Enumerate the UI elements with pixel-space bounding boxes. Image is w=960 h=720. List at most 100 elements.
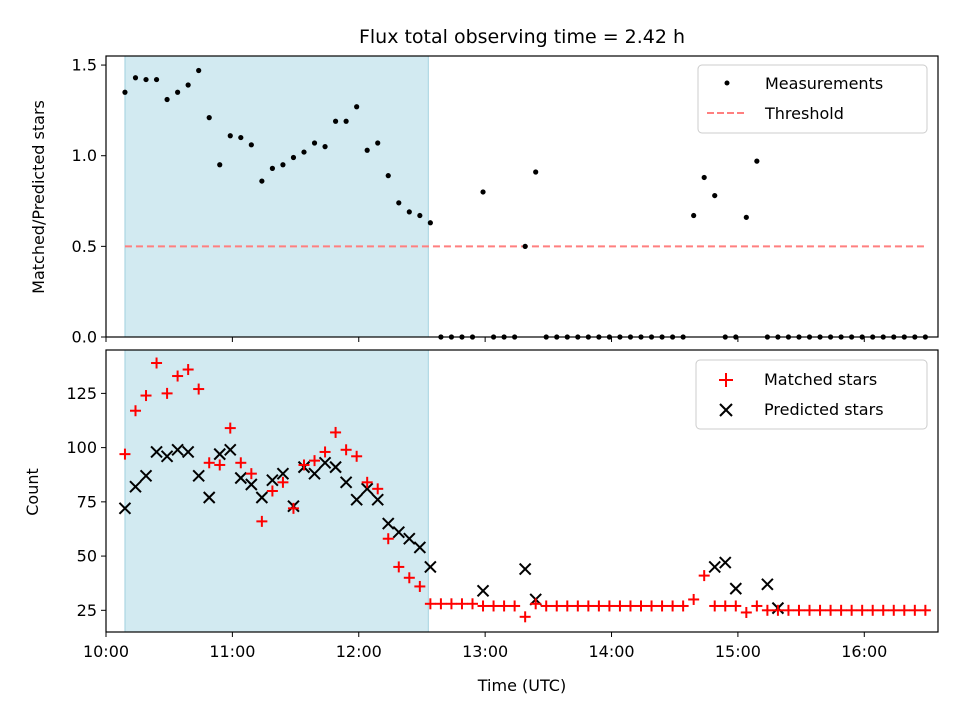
- predicted-star-point: [181, 445, 195, 459]
- legend-predicted-marker: [719, 403, 733, 417]
- bottom-x-tick-label: 13:00: [462, 642, 508, 661]
- top-y-tick-label: 0.0: [72, 328, 97, 347]
- matched-star-point: [403, 572, 415, 584]
- predicted-star-point: [234, 471, 248, 485]
- matched-star-point: [498, 600, 510, 612]
- matched-star-point: [877, 604, 889, 616]
- measurement-point: [417, 212, 423, 219]
- top-y-tick-label: 0.5: [72, 237, 97, 256]
- measurement-point: [743, 214, 749, 220]
- bottom-x-tick-label: 12:00: [336, 642, 382, 661]
- matched-star-point: [140, 390, 152, 402]
- top-y-ticks: 0.0 0.5 1.0 1.5: [72, 56, 106, 347]
- bottom-x-tick-label: 16:00: [841, 642, 887, 661]
- chart-title: Flux total observing time = 2.42 h: [359, 26, 685, 48]
- matched-star-point: [119, 448, 131, 460]
- top-legend-box: [697, 64, 928, 134]
- matched-star-point: [467, 598, 479, 610]
- matched-star-point: [351, 450, 363, 462]
- matched-star-point: [361, 476, 373, 488]
- measurement-point: [332, 118, 339, 124]
- measurement-point: [143, 76, 149, 83]
- measurement-point: [175, 89, 181, 95]
- matched-star-point: [919, 604, 931, 616]
- predicted-star-point: [329, 460, 342, 474]
- predicted-star-point: [360, 482, 374, 496]
- predicted-star-point: [392, 526, 405, 539]
- matched-star-point: [793, 604, 805, 616]
- bottom-x-tick-label: 11:00: [209, 642, 255, 661]
- matched-star-point: [646, 600, 658, 612]
- legend-measurements-label: Measurements: [765, 74, 883, 93]
- matched-star-point: [203, 457, 215, 469]
- matched-star-point: [266, 485, 278, 497]
- matched-star-point: [561, 600, 573, 612]
- measurement-point: [406, 209, 412, 215]
- matched-star-point: [804, 604, 816, 616]
- top-y-axis-label: Matched/Predicted stars: [29, 100, 48, 294]
- matched-star-point: [456, 598, 468, 610]
- matched-star-point: [287, 502, 299, 514]
- top-legend: Measurements Threshold: [697, 64, 928, 134]
- measurement-point: [227, 133, 233, 139]
- measurement-point: [343, 118, 349, 124]
- measurement-point: [322, 144, 328, 150]
- predicted-star-point: [382, 517, 395, 530]
- measurement-point: [354, 104, 360, 110]
- matched-star-point: [414, 580, 426, 592]
- matched-star-point: [761, 604, 773, 616]
- bottom-axes-frame: [105, 349, 939, 633]
- matched-star-point: [688, 593, 700, 605]
- matched-star-point: [519, 611, 531, 623]
- predicted-star-point: [424, 560, 437, 574]
- matched-star-point: [730, 600, 742, 612]
- matched-star-point: [298, 459, 310, 471]
- top-y-tick-label: 1.5: [72, 56, 97, 75]
- measurement-point: [712, 192, 718, 199]
- bottom-x-ticks: 10:00 11:00 12:00 13:00 14:00 15:00 16:00: [83, 632, 887, 661]
- matched-star-point: [477, 600, 489, 612]
- matched-star-point: [603, 600, 615, 612]
- measurement-point: [206, 115, 212, 121]
- predicted-star-point: [213, 447, 226, 461]
- top-axes-frame: [105, 55, 939, 338]
- predicted-star-point: [276, 467, 290, 480]
- measurement-point: [480, 189, 486, 195]
- matched-star-point: [182, 364, 194, 376]
- matched-star-point: [382, 533, 394, 545]
- measurement-point: [217, 162, 223, 168]
- measurement-point: [185, 82, 191, 88]
- matched-star-point: [825, 604, 837, 616]
- predicted-star-point: [371, 493, 384, 506]
- matched-star-point: [530, 598, 542, 610]
- measurement-point: [691, 212, 697, 219]
- predicted-star-point: [245, 478, 258, 491]
- predicted-star-point: [308, 467, 321, 480]
- matched-star-point: [151, 357, 163, 369]
- matched-star-point: [898, 604, 910, 616]
- matched-star-point: [656, 600, 668, 612]
- measurement-point: [396, 200, 402, 206]
- matched-star-point: [677, 600, 689, 612]
- bottom-legend: Matched stars Predicted stars: [695, 359, 928, 430]
- predicted-star-point: [403, 532, 416, 545]
- matched-star-point: [424, 598, 436, 610]
- matched-star-point: [235, 457, 247, 469]
- predicted-star-point: [139, 469, 153, 483]
- bottom-y-tick-label: 75: [77, 492, 97, 511]
- matched-star-point: [129, 405, 141, 417]
- matched-star-point: [751, 600, 763, 612]
- x-axis-label: Time (UTC): [477, 676, 566, 695]
- predicted-star-point: [255, 491, 269, 504]
- measurement-point: [164, 96, 170, 103]
- matched-star-point: [214, 459, 226, 471]
- predicted-star-point: [318, 456, 332, 470]
- bottom-y-tick-label: 25: [77, 601, 97, 620]
- top-shaded-interval: [124, 55, 429, 338]
- legend-matched-marker: [719, 373, 733, 387]
- measurement-point: [522, 243, 528, 249]
- legend-measurements-marker: [724, 80, 730, 86]
- matched-star-point: [172, 370, 184, 382]
- measurement-point: [301, 149, 307, 155]
